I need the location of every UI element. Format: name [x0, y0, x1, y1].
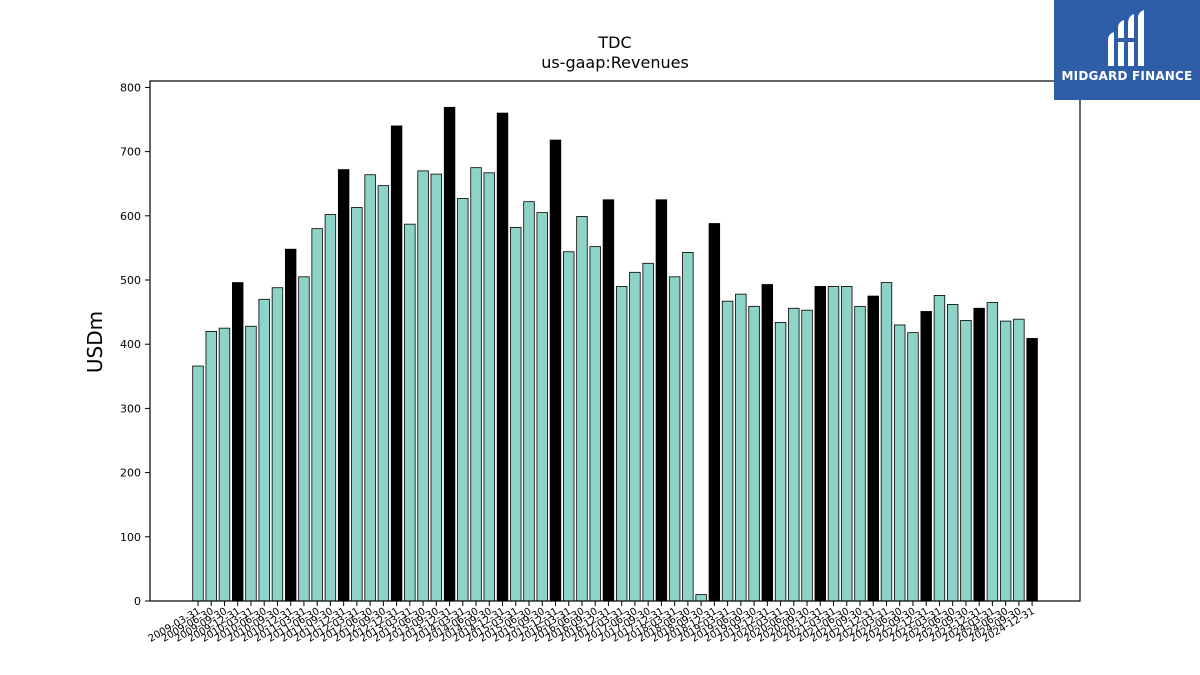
- bar-2012-09-30: [377, 185, 390, 602]
- bar-2020-09-30: [801, 309, 813, 602]
- bar-2024-03-31: [986, 302, 999, 602]
- bar-2014-06-30: [470, 167, 482, 602]
- bar-2010-06-30: [258, 298, 270, 602]
- bar-2018-06-30: [682, 252, 694, 602]
- bar-2019-03-31: [721, 300, 734, 602]
- bar-2022-12-31: [920, 311, 932, 602]
- bar-2021-03-31: [827, 286, 840, 602]
- y-tick-label: 0: [134, 595, 141, 608]
- logo-text: MIDGARD FINANCE: [1061, 69, 1193, 83]
- bar-2012-03-31: [351, 207, 363, 602]
- y-tick-label: 300: [120, 402, 141, 415]
- bar-2024-09-30: [1013, 318, 1025, 602]
- bar-2015-09-30: [536, 212, 548, 602]
- bar-2016-03-31: [563, 251, 575, 602]
- bar-2009-12-31: [232, 282, 244, 602]
- midgard-logo-icon: [1108, 10, 1144, 66]
- bar-2013-06-30: [417, 170, 429, 602]
- bar-2015-06-30: [523, 201, 535, 602]
- chart-title: TDC: [597, 33, 631, 52]
- y-tick-label: 200: [120, 467, 141, 480]
- y-tick-label: 400: [120, 338, 141, 351]
- bar-2011-06-30: [311, 228, 323, 602]
- bar-2016-09-30: [589, 246, 601, 602]
- bar-2011-12-31: [337, 169, 350, 602]
- bar-2022-09-30: [907, 332, 919, 602]
- y-tick-label: 100: [120, 531, 141, 544]
- y-tick-label: 600: [120, 210, 141, 223]
- bar-2015-03-31: [510, 226, 522, 602]
- bar-2019-12-31: [761, 284, 774, 602]
- bar-2012-12-31: [390, 125, 403, 602]
- bar-2021-12-31: [867, 295, 879, 602]
- bar-2020-12-31: [814, 286, 826, 602]
- bar-2013-09-30: [430, 173, 443, 602]
- bar-2010-03-31: [245, 325, 257, 602]
- bar-2019-06-30: [735, 293, 747, 602]
- bar-2019-09-30: [748, 305, 760, 602]
- chart-subtitle: us-gaap:Revenues: [541, 53, 689, 72]
- bar-2016-06-30: [576, 216, 588, 602]
- bar-2023-03-31: [933, 295, 946, 602]
- bar-2021-09-30: [854, 305, 866, 602]
- bar-2017-09-30: [642, 262, 654, 602]
- bar-2012-06-30: [364, 174, 376, 602]
- bar-2013-12-31: [443, 106, 456, 602]
- midgard-finance-logo: MIDGARD FINANCE: [1054, 0, 1200, 100]
- bar-2017-06-30: [629, 271, 641, 602]
- bar-2010-12-31: [284, 248, 297, 602]
- y-axis-label: USDm: [83, 311, 107, 373]
- bar-2020-03-31: [774, 321, 787, 602]
- bar-2017-12-31: [655, 199, 668, 602]
- bar-2020-06-30: [788, 307, 800, 602]
- bar-2011-03-31: [298, 276, 310, 602]
- bar-2009-09-30: [218, 327, 231, 602]
- bar-2014-03-31: [457, 198, 469, 602]
- bar-2021-06-30: [841, 286, 853, 602]
- bar-2023-12-31: [973, 307, 985, 602]
- bar-2011-09-30: [324, 214, 337, 602]
- bar-2023-09-30: [960, 320, 972, 602]
- bar-series: [192, 106, 1038, 602]
- bar-2015-12-31: [549, 139, 562, 602]
- y-axis-ticks: 0 100 200 300 400 500 600 700 800: [120, 81, 150, 608]
- bar-2024-06-30: [999, 320, 1012, 602]
- bar-2023-06-30: [946, 304, 959, 602]
- bar-2016-12-31: [602, 199, 615, 602]
- bar-2022-03-31: [880, 282, 893, 602]
- bar-2022-06-30: [894, 324, 906, 602]
- bar-2014-09-30: [483, 172, 495, 602]
- y-tick-label: 800: [120, 81, 141, 94]
- y-tick-label: 700: [120, 146, 141, 159]
- x-axis-ticks: 2009-03-312009-06-302009-09-302009-12-31…: [147, 601, 1037, 645]
- bar-2024-12-31: [1026, 338, 1038, 602]
- bar-2009-06-30: [205, 330, 217, 602]
- bar-2010-09-30: [271, 287, 284, 602]
- bar-2013-03-31: [404, 223, 416, 602]
- bar-2014-12-31: [496, 112, 509, 602]
- bar-2018-03-31: [668, 276, 681, 602]
- bar-2018-12-31: [708, 223, 721, 602]
- y-tick-label: 500: [120, 274, 141, 287]
- bar-2017-03-31: [615, 286, 628, 602]
- bar-2018-09-30: [695, 594, 707, 602]
- plot-frame: [149, 80, 1081, 602]
- bar-2009-03-31: [192, 365, 204, 602]
